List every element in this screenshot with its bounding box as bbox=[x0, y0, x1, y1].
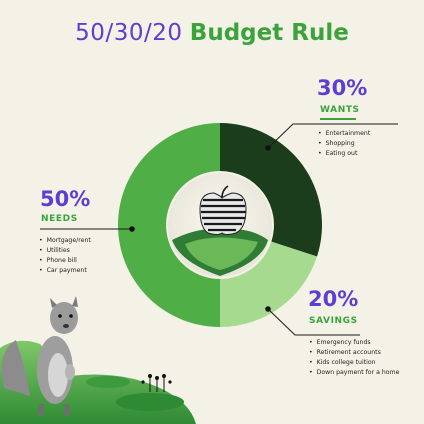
list-item: Down payment for a home bbox=[309, 368, 417, 378]
list-item: Entertainment bbox=[318, 129, 371, 139]
title-text: Budget Rule bbox=[189, 20, 349, 46]
wants-items: Entertainment Shopping Eating out bbox=[318, 129, 371, 159]
list-item: Retirement accounts bbox=[309, 348, 417, 358]
needs-items: Mortgage/rent Utilities Phone bill Car p… bbox=[39, 236, 91, 276]
leader-lines bbox=[40, 123, 398, 336]
slice-wants bbox=[220, 123, 322, 257]
wants-marker bbox=[265, 145, 271, 151]
list-item: Phone bill bbox=[39, 256, 91, 266]
savings-marker bbox=[265, 306, 271, 312]
list-item: Utilities bbox=[39, 246, 91, 256]
needs-marker bbox=[129, 226, 135, 232]
slice-needs bbox=[118, 123, 220, 327]
wants-label: WANTS bbox=[320, 105, 360, 115]
list-item: Emergency funds bbox=[309, 338, 417, 348]
savings-items: Emergency funds Retirement accounts Kids… bbox=[309, 338, 417, 378]
slice-savings bbox=[220, 241, 318, 327]
savings-percent: 20% bbox=[308, 287, 359, 311]
needs-percent: 50% bbox=[40, 187, 91, 211]
squirrel-illustration bbox=[0, 296, 196, 424]
list-item: Car payment bbox=[39, 266, 91, 276]
apple-icon bbox=[199, 185, 247, 235]
list-item: Mortgage/rent bbox=[39, 236, 91, 246]
wants-underline bbox=[320, 118, 356, 120]
savings-label: SAVINGS bbox=[309, 316, 358, 326]
hill-highlight bbox=[185, 237, 258, 270]
list-item: Eating out bbox=[318, 149, 370, 159]
page-title: 50/30/20 Budget Rule bbox=[0, 20, 424, 46]
title-ratio: 50/30/20 bbox=[75, 20, 183, 46]
list-item: Shopping bbox=[318, 139, 370, 149]
wants-percent: 30% bbox=[317, 76, 368, 100]
needs-label: NEEDS bbox=[41, 214, 78, 224]
list-item: Kids college tuition bbox=[309, 358, 417, 368]
